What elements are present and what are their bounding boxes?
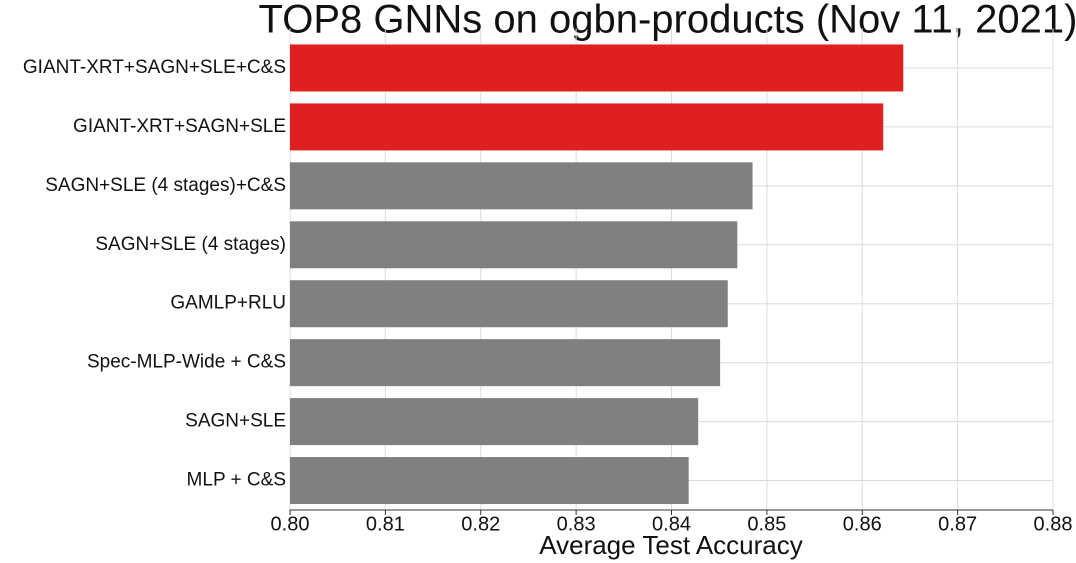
x-tick-label: 0.84	[652, 513, 691, 535]
chart-title: TOP8 GNNs on ogbn-products (Nov 11, 2021…	[259, 0, 1076, 42]
bar	[290, 280, 728, 328]
y-tick-label: SAGN+SLE (4 stages)+C&S	[45, 175, 286, 196]
bar	[290, 221, 738, 269]
x-tick-label: 0.81	[366, 513, 405, 535]
x-axis-label: Average Test Accuracy	[539, 530, 803, 560]
x-tick-label: 0.85	[747, 513, 786, 535]
bar	[290, 103, 884, 151]
x-tick-label: 0.88	[1034, 513, 1073, 535]
x-tick-label: 0.87	[938, 513, 977, 535]
bar	[290, 44, 904, 92]
y-tick-label: Spec-MLP-Wide + C&S	[87, 352, 286, 373]
bar	[290, 162, 753, 210]
bar	[290, 457, 689, 505]
y-tick-label: SAGN+SLE	[185, 411, 286, 432]
bar	[290, 398, 699, 446]
x-tick-label: 0.80	[271, 513, 310, 535]
y-tick-label: SAGN+SLE (4 stages)	[95, 234, 286, 255]
x-tick-label: 0.83	[557, 513, 596, 535]
x-tick-label: 0.82	[461, 513, 500, 535]
bar	[290, 339, 721, 387]
y-tick-label: GAMLP+RLU	[170, 293, 286, 314]
x-tick-label: 0.86	[843, 513, 882, 535]
y-tick-label: GIANT-XRT+SAGN+SLE	[73, 116, 286, 137]
y-tick-label: GIANT-XRT+SAGN+SLE+C&S	[23, 57, 286, 78]
y-tick-label: MLP + C&S	[187, 470, 286, 491]
